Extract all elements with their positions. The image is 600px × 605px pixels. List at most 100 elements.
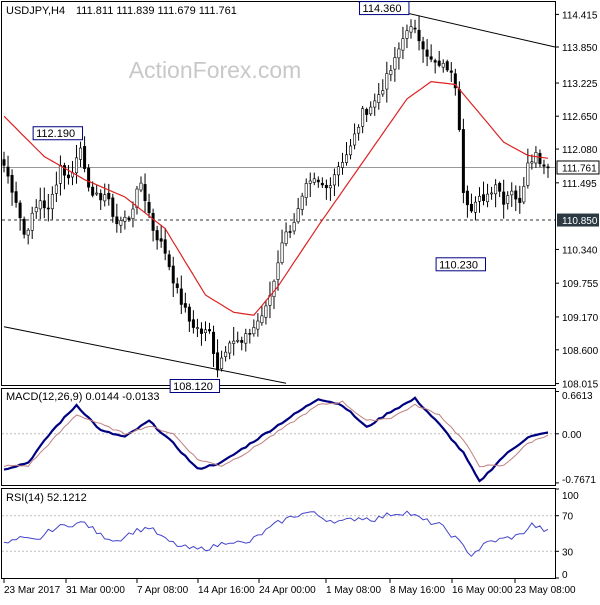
candle-body: [248, 333, 252, 335]
candle-body: [135, 188, 139, 208]
candle-body: [256, 320, 260, 330]
candle-body: [397, 48, 401, 59]
candle-body: [409, 26, 413, 33]
x-tick-label: 16 May 00:00: [452, 585, 513, 596]
price-tick-label: 114.415: [562, 10, 598, 21]
price-tick-label: 112.650: [562, 112, 598, 123]
candle-body: [369, 106, 373, 115]
candle-body: [332, 174, 336, 186]
candle-body: [131, 208, 135, 219]
symbol-label: USDJPY,H4: [6, 5, 65, 17]
x-tick-label: 7 Apr 08:00: [137, 585, 189, 596]
candle-body: [224, 351, 228, 357]
candle-body: [385, 73, 389, 90]
candle-body: [469, 203, 473, 212]
current-price-label: 111.761: [562, 163, 597, 174]
candle-body: [6, 166, 10, 177]
annotation-box: [32, 126, 84, 141]
candle-body: [340, 162, 344, 168]
candle-body: [183, 303, 187, 308]
candle-body: [95, 192, 99, 195]
candle-body: [252, 327, 256, 335]
annotation-label: 112.190: [36, 128, 75, 140]
candle-body: [373, 100, 377, 108]
candle-body: [216, 352, 220, 371]
x-tick-label: 23 May 08:00: [515, 585, 576, 596]
candle-body: [75, 157, 79, 174]
candle-body: [18, 202, 22, 219]
candle-body: [494, 184, 498, 195]
candle-body: [115, 216, 119, 225]
candle-body: [457, 89, 461, 130]
candle-body: [312, 178, 316, 183]
rsi-line: [3, 510, 549, 557]
candle-body: [482, 194, 486, 201]
candle-body: [433, 60, 437, 63]
ohlc-readout: 111.811 111.839 111.679 111.761: [76, 5, 237, 17]
rsi-tick-label: 100: [562, 491, 579, 502]
lower-channel-line: [3, 326, 287, 384]
macd-tick-label: 0.6613: [562, 391, 593, 402]
candle-body: [324, 184, 328, 189]
candle-body: [538, 153, 542, 165]
macd-layer: [2, 396, 555, 483]
rsi-tick-label: 30: [562, 547, 574, 558]
candle-body: [357, 126, 361, 134]
candle-body: [506, 195, 510, 204]
candle-body: [292, 222, 296, 232]
candle-body: [381, 90, 385, 95]
price-tick-label: 110.340: [562, 245, 598, 256]
candle-body: [429, 56, 433, 60]
candle-body: [530, 161, 534, 164]
candle-body: [413, 27, 417, 30]
candle-body: [260, 315, 264, 324]
candle-body: [336, 166, 340, 176]
macd-line: [3, 396, 549, 483]
candle-body: [199, 328, 203, 334]
candle-body: [264, 305, 268, 318]
candle-body: [498, 182, 502, 192]
candle-body: [272, 280, 276, 297]
candle-body: [155, 230, 159, 241]
candle-body: [526, 162, 530, 186]
candle-body: [405, 30, 409, 39]
macd-axis: 0.6613 0.00 -0.7671: [555, 390, 596, 486]
candle-body: [203, 329, 207, 333]
x-tick-label: 24 Apr 00:00: [259, 585, 316, 596]
candle-body: [349, 145, 353, 156]
candle-body: [163, 239, 167, 254]
candle-body: [401, 38, 405, 51]
candle-body: [195, 327, 199, 329]
price-tick-label: 108.600: [562, 346, 599, 357]
candle-body: [308, 180, 312, 184]
candle-body: [83, 146, 87, 169]
candle-body: [534, 152, 538, 164]
candle-body: [208, 329, 212, 332]
candle-body: [175, 283, 179, 289]
candle-body: [236, 339, 240, 342]
support-price-tag: [557, 213, 599, 227]
candle-body: [522, 186, 526, 203]
rsi-title: RSI(14) 52.1212: [6, 492, 87, 504]
candle-body: [296, 208, 300, 223]
candle-body: [353, 133, 357, 146]
macd-panel-frame: [1, 388, 556, 486]
rsi-axis: 100 70 30 0: [555, 488, 579, 581]
candle-body: [473, 201, 477, 213]
candle-body: [103, 194, 107, 202]
candle-body: [220, 357, 224, 370]
candle-body: [50, 194, 54, 210]
annotation-box: [359, 1, 410, 16]
candle-body: [244, 333, 248, 344]
candle-body: [345, 154, 349, 163]
moving-average-line: [3, 80, 549, 316]
price-tick-label: 112.080: [562, 145, 598, 156]
support-price-label: 110.850: [562, 216, 598, 227]
candle-body: [365, 109, 369, 115]
candle-body: [171, 265, 175, 284]
price-axis: 114.415 113.850 113.225 112.650 112.080 111.7…: [555, 10, 600, 391]
macd-tick-label: 0.00: [562, 430, 582, 441]
candle-body: [417, 29, 421, 42]
